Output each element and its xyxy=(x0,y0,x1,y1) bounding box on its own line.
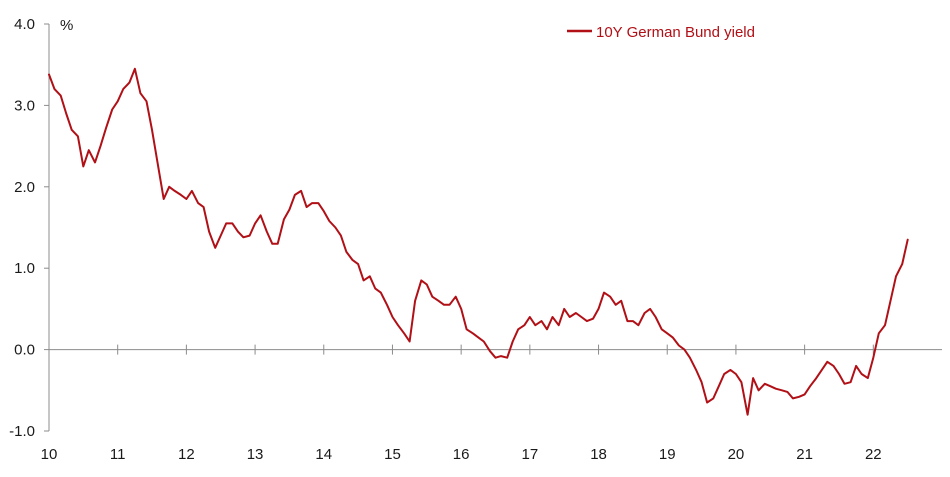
x-tick-label: 18 xyxy=(590,446,607,463)
y-tick-label: 3.0 xyxy=(14,97,35,114)
x-axis: 10 11 12 13 14 15 16 17 18 19 20 21 22 xyxy=(41,344,942,463)
x-tick-label: 22 xyxy=(865,446,882,463)
legend: 10Y German Bund yield xyxy=(567,24,755,41)
x-tick-label: 15 xyxy=(384,446,401,463)
x-tick-label: 13 xyxy=(247,446,264,463)
x-tick-label: 20 xyxy=(728,446,745,463)
y-tick-label: 1.0 xyxy=(14,260,35,277)
x-tick-label: 12 xyxy=(178,446,195,463)
y-axis: -1.0 0.0 1.0 2.0 3.0 4.0 xyxy=(9,16,50,440)
y-tick-label: 4.0 xyxy=(14,16,35,33)
y-tick-label: -1.0 xyxy=(9,423,35,440)
x-tick-label: 21 xyxy=(796,446,813,463)
x-tick-label: 10 xyxy=(41,446,58,463)
x-tick-label: 11 xyxy=(110,446,126,463)
series-line-bund-yield xyxy=(48,67,909,416)
y-tick-label: 2.0 xyxy=(14,179,35,196)
legend-label: 10Y German Bund yield xyxy=(596,24,755,41)
x-tick-label: 16 xyxy=(453,446,470,463)
series-layer xyxy=(48,67,909,416)
x-tick-label: 19 xyxy=(659,446,676,463)
x-tick-label: 14 xyxy=(315,446,332,463)
x-tick-label: 17 xyxy=(522,446,539,463)
y-tick-label: 0.0 xyxy=(14,342,35,359)
y-unit-label: % xyxy=(60,17,73,34)
